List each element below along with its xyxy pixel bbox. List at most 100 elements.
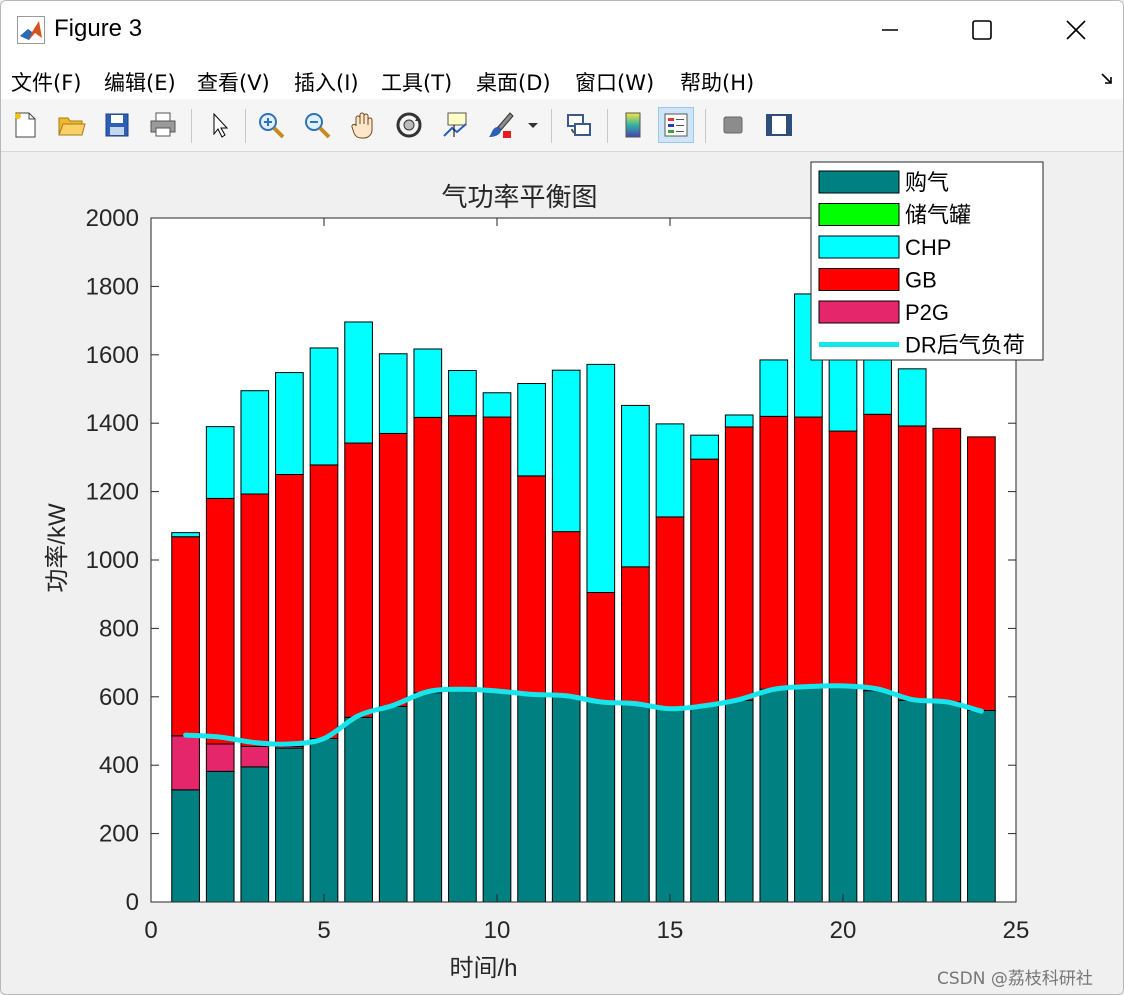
new-figure-icon[interactable] <box>7 107 43 143</box>
legend-label: P2G <box>905 300 949 325</box>
title-bar[interactable]: Figure 3 <box>1 1 1123 59</box>
bar-purchase-9 <box>448 688 477 903</box>
bar-purchase-7 <box>378 705 408 903</box>
bar-chp-6 <box>344 321 373 444</box>
zoom-in-icon[interactable] <box>253 107 289 143</box>
bar-gb-21 <box>863 413 892 692</box>
bar-purchase-17 <box>724 699 754 903</box>
print-icon[interactable] <box>145 107 181 143</box>
y-tick-label: 1800 <box>86 273 139 300</box>
bar-purchase-12 <box>551 696 581 903</box>
maximize-icon <box>972 20 992 40</box>
bar-gb-19 <box>794 416 823 688</box>
brush-icon[interactable] <box>483 107 519 143</box>
bar-chp-1 <box>171 532 200 538</box>
show-plot-tools-icon[interactable] <box>761 107 797 143</box>
bar-chp-18 <box>759 359 789 417</box>
bar-gb-16 <box>690 458 719 707</box>
legend-swatch-p2g <box>818 300 900 324</box>
y-tick-label: 1400 <box>86 410 139 437</box>
menu-edit[interactable]: 编辑(E) <box>104 71 176 95</box>
bar-purchase-3 <box>240 766 270 903</box>
bar-chp-4 <box>275 372 304 475</box>
minimize-button[interactable] <box>867 9 913 51</box>
window-title: Figure 3 <box>54 15 143 42</box>
menu-help[interactable]: 帮助(H) <box>680 71 755 95</box>
legend-swatch-chp <box>818 235 900 259</box>
maximize-button[interactable] <box>959 9 1005 51</box>
chart-title: 气功率平衡图 <box>441 182 597 212</box>
y-tick-label: 2000 <box>86 205 139 232</box>
rotate-3d-icon[interactable] <box>391 107 427 143</box>
bar-purchase-24 <box>967 709 996 903</box>
menu-desktop[interactable]: 桌面(D) <box>476 71 551 95</box>
bar-purchase-4 <box>275 747 304 903</box>
bar-gb-22 <box>897 425 927 701</box>
figure-canvas: 0 5 10 15 20 25 0 200 400 600 800 1000 1200 1400 1600 1… <box>1 152 1123 994</box>
bar-gb-8 <box>413 416 443 694</box>
bar-gb-15 <box>655 516 685 709</box>
save-icon[interactable] <box>99 107 135 143</box>
bar-gb-13 <box>586 591 616 703</box>
pan-icon[interactable] <box>345 107 381 143</box>
menu-insert[interactable]: 插入(I) <box>294 71 359 95</box>
x-tick-label: 10 <box>484 917 511 944</box>
bar-gb-2 <box>205 497 235 745</box>
bar-chp-8 <box>413 348 443 418</box>
y-tick-label: 800 <box>99 615 139 642</box>
pointer-icon[interactable] <box>201 107 237 143</box>
data-cursor-icon[interactable] <box>437 107 473 143</box>
x-tick-label: 0 <box>144 917 157 944</box>
menu-file[interactable]: 文件(F) <box>11 71 82 95</box>
brush-dropdown-icon[interactable] <box>523 107 543 143</box>
y-tick-label: 200 <box>99 821 139 848</box>
bar-purchase-8 <box>413 692 443 903</box>
toolbar-separator <box>705 109 706 143</box>
toolbar <box>1 99 1123 152</box>
bar-chp-17 <box>724 414 754 428</box>
bar-purchase-11 <box>517 694 546 903</box>
zoom-out-icon[interactable] <box>299 107 335 143</box>
menu-tools[interactable]: 工具(T) <box>381 71 453 95</box>
menu-window[interactable]: 窗口(W) <box>575 71 655 95</box>
bar-purchase-13 <box>586 701 616 903</box>
x-tick-label: 15 <box>657 917 684 944</box>
open-file-icon[interactable] <box>53 107 89 143</box>
hide-plot-tools-icon[interactable] <box>715 107 751 143</box>
bar-chp-13 <box>586 363 616 593</box>
close-icon <box>1066 20 1086 40</box>
legend-label: 购气 <box>905 170 949 195</box>
bar-purchase-2 <box>205 770 235 903</box>
bar-gb-1 <box>171 536 200 737</box>
axis-ticks: 0 5 10 15 20 25 0 200 400 600 800 1000 1200 1400 1600 1… <box>86 205 1030 944</box>
bar-chp-20 <box>828 353 858 432</box>
bar-gb-12 <box>551 531 581 698</box>
bar-chp-10 <box>482 392 512 418</box>
colorbar-icon[interactable] <box>615 107 651 143</box>
bar-chp-5 <box>309 347 339 466</box>
legend-swatch-purchase <box>818 170 900 194</box>
bar-gb-11 <box>517 475 546 696</box>
bar-purchase-14 <box>621 703 650 903</box>
bar-gb-10 <box>482 416 512 693</box>
close-button[interactable] <box>1053 9 1099 51</box>
menu-view[interactable]: 查看(V) <box>197 71 270 95</box>
legend-box <box>810 161 1044 361</box>
bar-purchase-6 <box>344 716 373 903</box>
bar-p2g-1 <box>171 735 200 791</box>
matlab-logo-icon <box>17 16 45 44</box>
bar-purchase-16 <box>690 705 719 903</box>
menu-bar: 文件(F) 编辑(E) 查看(V) 插入(I) 工具(T) 桌面(D) 窗口(W… <box>1 59 1123 99</box>
link-plot-icon[interactable] <box>561 107 597 143</box>
y-tick-label: 1200 <box>86 479 139 506</box>
bar-gb-18 <box>759 415 789 690</box>
dock-arrow-icon[interactable] <box>1099 71 1115 87</box>
legend-icon[interactable] <box>658 107 694 143</box>
y-tick-label: 600 <box>99 684 139 711</box>
bar-gb-6 <box>344 442 373 718</box>
bar-purchase-15 <box>655 707 685 903</box>
bar-gb-9 <box>448 415 477 690</box>
legend-swatch-gb <box>818 268 900 291</box>
